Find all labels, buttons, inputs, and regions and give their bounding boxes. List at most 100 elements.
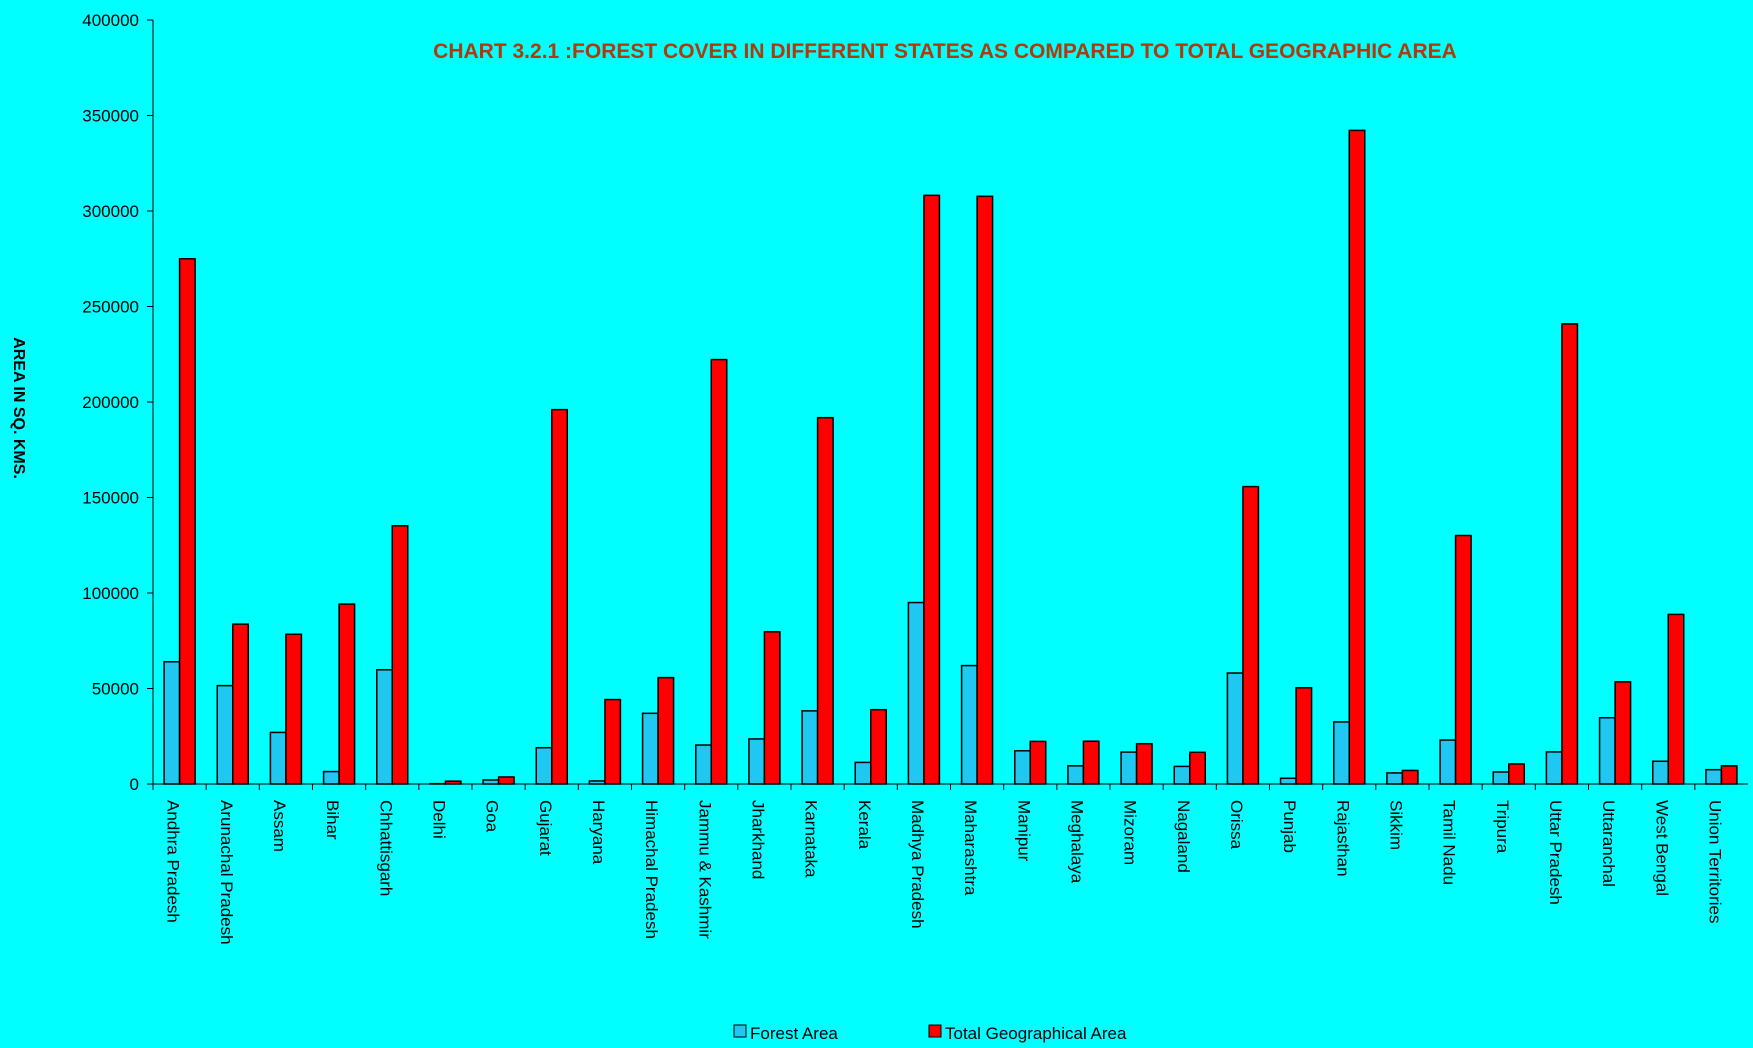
x-tick-label: Arunachal Pradesh [217, 800, 236, 945]
x-tick-label: Andhra Pradesh [164, 800, 183, 923]
y-tick-label: 200000 [82, 393, 139, 412]
bar [232, 623, 249, 785]
y-tick-label: 50000 [92, 680, 139, 699]
y-axis-label: AREA IN SQ. KMS. [10, 337, 27, 479]
bar [1652, 760, 1669, 785]
bar [588, 780, 606, 785]
bar [178, 258, 196, 785]
bar [1173, 765, 1191, 785]
x-tick-label: Madhya Pradesh [908, 800, 927, 929]
x-tick-label: Jharkhand [748, 800, 767, 879]
bar [338, 603, 356, 785]
bar [1295, 686, 1313, 785]
bar [1242, 485, 1260, 785]
bar [376, 669, 393, 785]
bar [854, 761, 872, 785]
bar [763, 631, 781, 785]
y-tick-label: 300000 [82, 202, 139, 221]
bar [1454, 534, 1472, 785]
x-tick-label: Karnataka [802, 800, 821, 878]
bar [1120, 751, 1138, 785]
x-tick-label: Sikkim [1386, 800, 1405, 850]
bar [907, 601, 925, 785]
bar [1386, 772, 1404, 785]
x-tick-label: Rajasthan [1333, 800, 1352, 877]
legend-swatch [928, 1024, 942, 1038]
bar [216, 684, 234, 785]
x-tick-label: West Bengal [1652, 800, 1671, 896]
bar [285, 633, 303, 785]
y-tick-label: 0 [130, 775, 139, 794]
bar [1226, 672, 1244, 785]
bar [748, 738, 766, 785]
bar [870, 708, 887, 785]
y-tick-label: 150000 [82, 489, 139, 508]
bar [1029, 740, 1047, 785]
bar [695, 744, 712, 785]
x-tick-label: Delhi [429, 800, 448, 839]
x-tick-label: Meghalaya [1067, 800, 1086, 884]
bar [604, 698, 622, 785]
bar [1189, 751, 1206, 785]
bar [657, 676, 675, 785]
bar [816, 416, 834, 785]
y-tick-label: 250000 [82, 298, 139, 317]
x-tick-label: Orissa [1227, 800, 1246, 850]
bar [1401, 769, 1419, 785]
bar [1598, 716, 1616, 785]
y-tick-label: 100000 [82, 584, 139, 603]
bar [535, 746, 553, 785]
bar [923, 194, 941, 785]
x-tick-label: Himachal Pradesh [642, 800, 661, 939]
bar [960, 664, 978, 785]
x-tick-label: Chhattisgarh [376, 800, 395, 896]
bar [1135, 742, 1153, 785]
x-tick-label: Mizoram [1121, 800, 1140, 865]
bar [1545, 751, 1563, 785]
bar [1333, 721, 1350, 785]
y-tick-label: 400000 [82, 11, 139, 30]
bar [1348, 129, 1366, 785]
x-tick-label: Uttaranchal [1599, 800, 1618, 887]
bar [322, 770, 340, 785]
x-tick-label: Uttar Pradesh [1546, 800, 1565, 905]
x-tick-label: Jammu & Kashmir [695, 800, 714, 939]
bar [1082, 740, 1100, 785]
x-tick-label: Gujarat [536, 800, 555, 856]
legend-swatch [733, 1024, 747, 1038]
bar [1720, 765, 1738, 785]
bar [497, 776, 515, 785]
bar [1492, 771, 1510, 785]
x-tick-label: Bihar [323, 800, 342, 840]
bar [1014, 750, 1031, 785]
bar [1614, 681, 1632, 785]
bar [482, 779, 500, 785]
chart-title: CHART 3.2.1 :FOREST COVER IN DIFFERENT S… [433, 40, 1457, 63]
bar [163, 661, 181, 785]
x-tick-label: Tripura [1493, 800, 1512, 854]
bar [801, 710, 819, 785]
bar [1279, 777, 1297, 785]
legend-label: Forest Area [750, 1024, 838, 1043]
bar [1439, 739, 1457, 785]
bar [1508, 763, 1525, 785]
x-tick-label: Punjab [1280, 800, 1299, 853]
bar [1067, 765, 1085, 785]
bar [269, 731, 287, 785]
x-tick-label: Maharashtra [961, 800, 980, 896]
bar [391, 525, 409, 785]
bar [641, 712, 659, 785]
bar [1705, 768, 1723, 785]
bar [1667, 613, 1685, 785]
x-tick-label: Tamil Nadu [1440, 800, 1459, 885]
x-tick-label: Goa [483, 800, 502, 833]
x-tick-label: Union Territories [1705, 800, 1724, 923]
bar [551, 408, 568, 785]
x-tick-label: Haryana [589, 800, 608, 865]
bar [976, 195, 994, 785]
bar [710, 358, 728, 785]
bar [444, 780, 462, 785]
x-tick-label: Kerala [855, 800, 874, 850]
legend-label: Total Geographical Area [945, 1024, 1127, 1043]
